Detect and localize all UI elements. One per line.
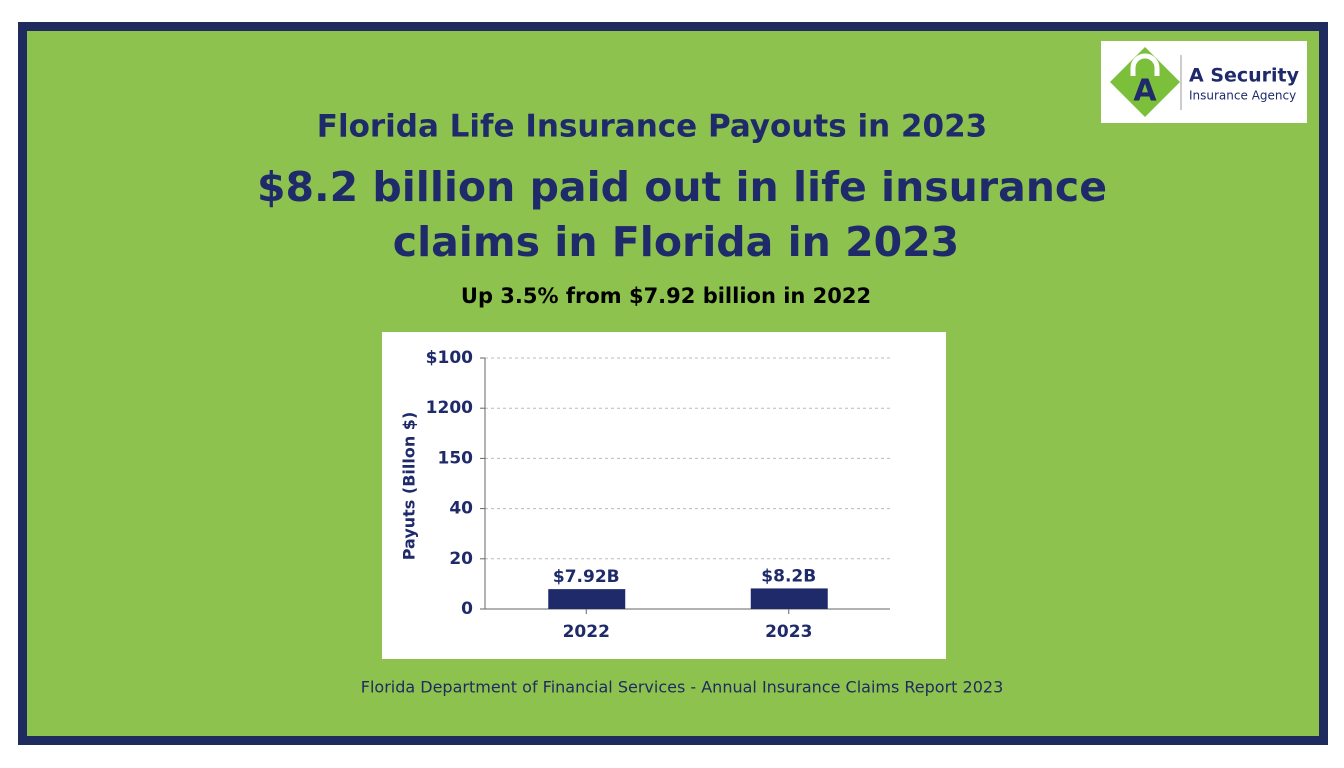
logo-diamond (1110, 47, 1180, 117)
logo: A A Security Insurance Agency (1101, 41, 1307, 123)
logo-shackle (1130, 53, 1160, 76)
x-tick-label: 2023 (765, 622, 812, 642)
source-note: Florida Department of Financial Services… (361, 678, 1004, 697)
chart-box (382, 332, 946, 659)
bar (548, 589, 626, 609)
logo-tagline: Insurance Agency (1189, 89, 1296, 103)
logo-name: A Security (1189, 65, 1300, 87)
chart-subtitle: Up 3.5% from $7.92 billion in 2022 (461, 284, 871, 308)
logo-mark: A (1133, 74, 1157, 109)
y-tick-label: 40 (449, 499, 473, 519)
y-axis-label: Payuts (Billon $) (400, 412, 419, 561)
headline-line: $8.2 billion paid out in life insurance (257, 163, 1107, 211)
bar-value-label: $8.2B (761, 566, 816, 586)
y-tick-label: 1200 (426, 398, 473, 418)
chart-title: Florida Life Insurance Payouts in 2023 (317, 109, 987, 145)
bar-value-label: $7.92B (553, 567, 620, 587)
y-tick-label: 20 (449, 549, 473, 569)
x-tick-label: 2022 (563, 622, 610, 642)
headline-line: claims in Florida in 2023 (393, 218, 959, 266)
y-tick-label: 150 (438, 448, 474, 468)
plot: 0 20 40 150 1200 $100 2022 $7.92B 2023 $8.2B (426, 348, 890, 642)
y-tick-label: 0 (461, 599, 473, 619)
bar (750, 588, 828, 609)
y-tick-label: $100 (426, 348, 473, 368)
